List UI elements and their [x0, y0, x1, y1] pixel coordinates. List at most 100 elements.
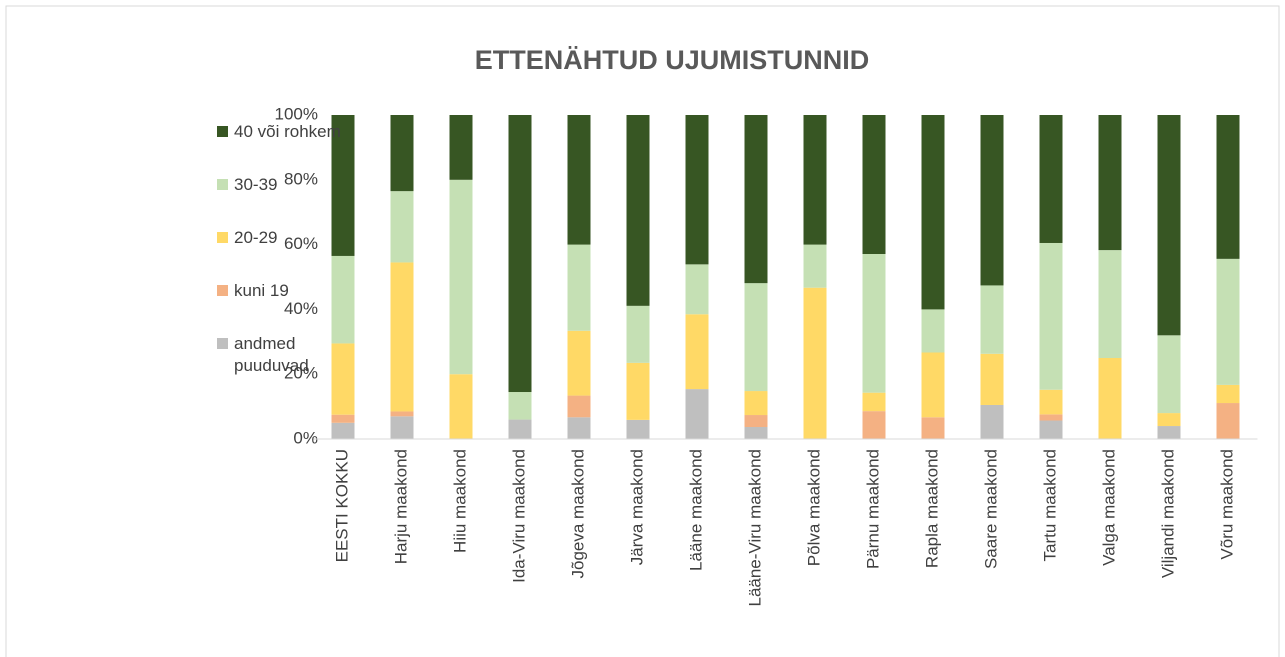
bar-segment: [449, 374, 473, 439]
bar-segment: [921, 115, 945, 310]
x-tick-label: Pärnu maakond: [863, 449, 882, 569]
bar-segment: [1039, 242, 1063, 390]
bar-segment: [331, 422, 355, 439]
y-tick-label: 20%: [284, 364, 318, 383]
bar-segment: [449, 179, 473, 375]
bar-segment: [567, 395, 591, 418]
chart-border: [5, 5, 1280, 657]
legend-swatch: [217, 126, 228, 137]
legend-label: 40 või rohkem: [234, 122, 341, 141]
bar-segment: [744, 391, 768, 416]
y-tick-label: 60%: [284, 234, 318, 253]
x-tick-label: Võru maakond: [1217, 449, 1236, 560]
x-tick-label: Saare maakond: [981, 449, 1000, 569]
bar-segment: [921, 309, 945, 353]
bar-segment: [685, 314, 709, 390]
bar-segment: [1157, 115, 1181, 336]
legend-swatch: [217, 338, 228, 349]
y-tick-label: 100%: [275, 104, 318, 123]
bar-segment: [803, 244, 827, 288]
bar-segment: [331, 414, 355, 423]
legend-label: kuni 19: [234, 281, 289, 300]
bar-segment: [567, 115, 591, 245]
bar-segment: [508, 115, 532, 393]
x-tick-label: Jõgeva maakond: [568, 449, 587, 578]
x-tick-label: Lääne-Viru maakond: [745, 449, 764, 607]
y-tick-label: 0%: [293, 428, 318, 447]
x-tick-label: Järva maakond: [627, 449, 646, 565]
x-tick-label: Valga maakond: [1099, 449, 1118, 566]
bar-segment: [626, 419, 650, 439]
x-tick-label: Hiiu maakond: [450, 449, 469, 553]
bar-segment: [1216, 115, 1240, 259]
legend-swatch: [217, 232, 228, 243]
bar-segment: [1098, 358, 1122, 439]
bar-segment: [390, 115, 414, 192]
legend-label: andmed puuduvad: [234, 334, 309, 375]
bar-segment: [744, 427, 768, 439]
bar-segment: [390, 411, 414, 417]
bar-segment: [803, 287, 827, 439]
bar-segment: [390, 262, 414, 412]
bar-segment: [803, 115, 827, 245]
x-tick-label: Põlva maakond: [804, 449, 823, 566]
bar-segment: [1216, 258, 1240, 385]
bar-segment: [1098, 115, 1122, 251]
x-tick-label: Tartu maakond: [1040, 449, 1059, 561]
bar-segment: [685, 389, 709, 439]
bar-segment: [862, 392, 886, 412]
legend-swatch: [217, 179, 228, 190]
bar-segment: [1157, 335, 1181, 414]
bar-segment: [390, 191, 414, 263]
bar-segment: [980, 353, 1004, 405]
bar-segment: [862, 115, 886, 254]
bar-segment: [744, 283, 768, 392]
bar-segment: [331, 255, 355, 344]
legend-label: 30-39: [234, 175, 278, 194]
bar-segment: [567, 244, 591, 331]
bar-segment: [862, 253, 886, 393]
x-tick-label: Ida-Viru maakond: [509, 449, 528, 583]
bar-segment: [626, 362, 650, 420]
bar-segment: [508, 419, 532, 439]
legend-swatch: [217, 285, 228, 296]
legend-label: 20-29: [234, 228, 278, 247]
bar-segment: [1157, 413, 1181, 427]
bar-segment: [921, 352, 945, 418]
bar-segment: [390, 416, 414, 439]
bar-segment: [862, 411, 886, 439]
bar-segment: [744, 115, 768, 284]
bar-segment: [1039, 414, 1063, 421]
bar-segment: [1216, 384, 1240, 404]
x-tick-label: Lääne maakond: [686, 449, 705, 571]
x-tick-label: Rapla maakond: [922, 449, 941, 568]
bar-segment: [980, 285, 1004, 354]
bar-segment: [1098, 250, 1122, 358]
y-tick-label: 40%: [284, 299, 318, 318]
x-tick-label: Harju maakond: [391, 449, 410, 564]
bar-segment: [567, 417, 591, 439]
bar-segment: [980, 404, 1004, 439]
bar-segment: [744, 415, 768, 428]
bar-segment: [685, 264, 709, 315]
x-tick-label: EESTI KOKKU: [332, 449, 351, 562]
bar-segment: [1039, 115, 1063, 243]
x-tick-label: Viljandi maakond: [1158, 449, 1177, 578]
y-tick-label: 80%: [284, 169, 318, 188]
bar-segment: [626, 305, 650, 363]
bar-segment: [449, 115, 473, 180]
bar-segment: [980, 115, 1004, 286]
bar-segment: [331, 115, 355, 256]
bar-segment: [567, 330, 591, 396]
bar-segment: [921, 417, 945, 439]
bar-segment: [626, 115, 650, 306]
bar-segment: [1039, 389, 1063, 415]
bar-segment: [1157, 426, 1181, 439]
bar-segment: [1216, 403, 1240, 439]
chart-title: ETTENÄHTUD UJUMISTUNNID: [475, 45, 870, 75]
bar-segment: [685, 115, 709, 265]
bar-segment: [331, 343, 355, 415]
bar-segment: [508, 392, 532, 420]
